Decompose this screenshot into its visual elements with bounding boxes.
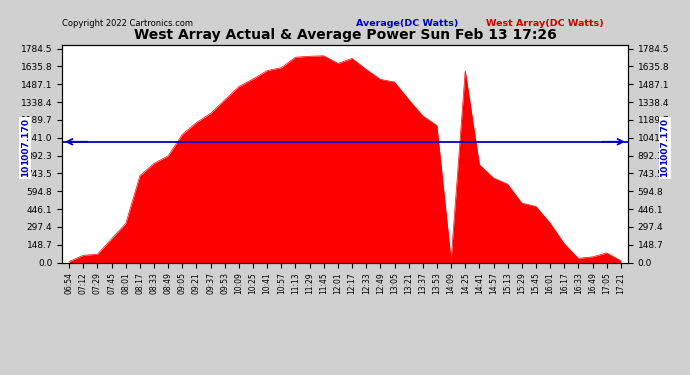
- Text: West Array(DC Watts): West Array(DC Watts): [486, 19, 604, 28]
- Text: Average(DC Watts): Average(DC Watts): [356, 19, 459, 28]
- Text: 1007.170: 1007.170: [660, 118, 669, 165]
- Text: 1007.170: 1007.170: [660, 130, 669, 177]
- Text: Copyright 2022 Cartronics.com: Copyright 2022 Cartronics.com: [62, 19, 193, 28]
- Text: 1007.170: 1007.170: [21, 130, 30, 177]
- Title: West Array Actual & Average Power Sun Feb 13 17:26: West Array Actual & Average Power Sun Fe…: [134, 28, 556, 42]
- Text: 1007.170: 1007.170: [21, 118, 30, 165]
